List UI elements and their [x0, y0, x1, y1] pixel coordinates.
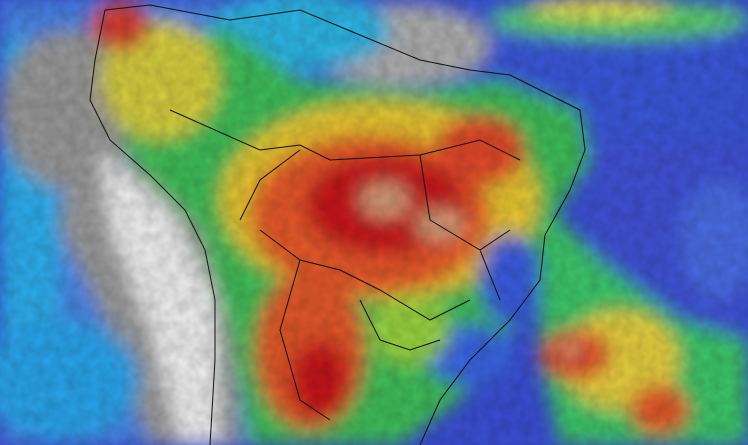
border-1 [169, 109, 521, 161]
border-3 [279, 259, 441, 421]
borders [89, 4, 586, 445]
west-coast [89, 9, 216, 445]
east-coast [104, 4, 586, 445]
border-2 [239, 149, 471, 321]
border-4 [419, 154, 511, 301]
